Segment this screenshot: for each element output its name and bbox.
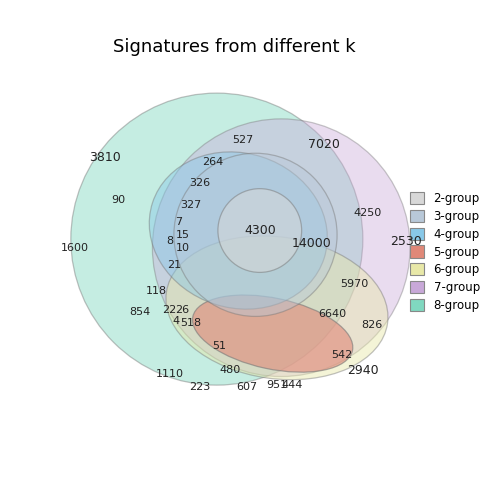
Text: 7020: 7020 bbox=[308, 138, 340, 151]
Text: 2940: 2940 bbox=[347, 363, 379, 376]
Text: 854: 854 bbox=[129, 307, 150, 317]
Text: 327: 327 bbox=[180, 200, 202, 210]
Text: 26: 26 bbox=[175, 305, 190, 315]
Text: 7: 7 bbox=[174, 217, 182, 227]
Ellipse shape bbox=[166, 236, 388, 380]
Text: 90: 90 bbox=[111, 196, 125, 206]
Text: 826: 826 bbox=[361, 320, 382, 330]
Text: 4: 4 bbox=[172, 316, 179, 326]
Ellipse shape bbox=[149, 152, 327, 309]
Text: 10: 10 bbox=[175, 243, 190, 253]
Text: 542: 542 bbox=[331, 350, 352, 360]
Text: 951: 951 bbox=[267, 380, 287, 390]
Text: 14000: 14000 bbox=[291, 237, 331, 250]
Text: 527: 527 bbox=[232, 136, 253, 145]
Legend: 2-group, 3-group, 4-group, 5-group, 6-group, 7-group, 8-group: 2-group, 3-group, 4-group, 5-group, 6-gr… bbox=[406, 188, 483, 316]
Text: 4300: 4300 bbox=[244, 224, 276, 237]
Text: 15: 15 bbox=[175, 230, 190, 240]
Ellipse shape bbox=[174, 153, 337, 317]
Text: 444: 444 bbox=[281, 380, 303, 390]
Ellipse shape bbox=[193, 295, 353, 372]
Ellipse shape bbox=[71, 93, 363, 385]
Text: 3810: 3810 bbox=[89, 151, 121, 164]
Text: 51: 51 bbox=[212, 342, 226, 351]
Text: 4250: 4250 bbox=[353, 208, 381, 218]
Text: 2530: 2530 bbox=[390, 235, 422, 248]
Ellipse shape bbox=[152, 119, 410, 376]
Text: 5970: 5970 bbox=[340, 279, 368, 289]
Text: 1110: 1110 bbox=[156, 369, 183, 380]
Text: 1600: 1600 bbox=[61, 243, 89, 253]
Text: 326: 326 bbox=[189, 178, 210, 188]
Text: 8: 8 bbox=[166, 236, 173, 246]
Text: 607: 607 bbox=[236, 382, 258, 392]
Ellipse shape bbox=[218, 188, 302, 272]
Text: 6640: 6640 bbox=[319, 309, 347, 319]
Text: 118: 118 bbox=[146, 286, 167, 296]
Text: 264: 264 bbox=[202, 157, 223, 167]
Title: Signatures from different k: Signatures from different k bbox=[113, 38, 355, 56]
Text: 22: 22 bbox=[162, 305, 177, 315]
Text: 21: 21 bbox=[167, 260, 181, 270]
Text: 518: 518 bbox=[180, 318, 202, 328]
Text: 223: 223 bbox=[189, 382, 210, 392]
Text: 480: 480 bbox=[219, 365, 240, 375]
